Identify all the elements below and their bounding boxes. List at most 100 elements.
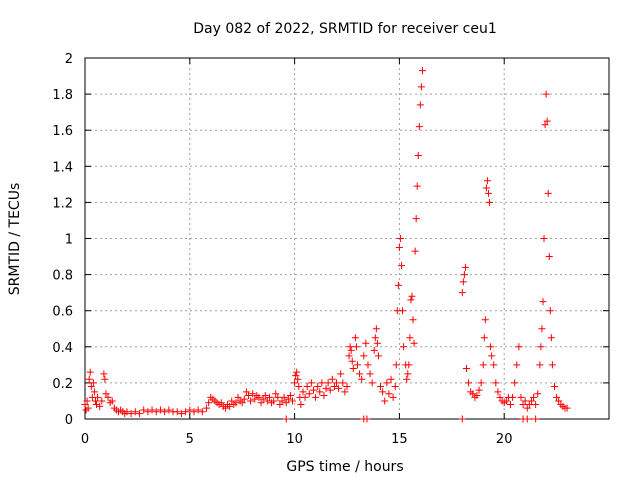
data-point (261, 392, 269, 400)
y-tick-label: 0 (65, 413, 73, 428)
data-point (544, 189, 552, 197)
data-point (396, 235, 404, 242)
data-point (94, 393, 102, 401)
data-point (251, 395, 259, 403)
data-point (385, 390, 393, 398)
data-point (462, 364, 470, 372)
data-point (391, 383, 399, 391)
y-tick-label: 0.2 (52, 377, 73, 392)
data-point (294, 375, 302, 383)
data-point (177, 410, 185, 418)
data-point (238, 399, 246, 407)
data-point (333, 379, 341, 387)
data-point-zero (458, 415, 466, 423)
data-point (135, 410, 143, 418)
data-point (547, 334, 555, 342)
data-point (346, 343, 354, 351)
y-tick-label: 1.2 (52, 196, 73, 211)
data-point (293, 368, 301, 376)
data-point (326, 386, 334, 394)
data-point (416, 101, 424, 109)
data-point (482, 184, 490, 192)
data-point (259, 395, 267, 403)
data-point (479, 361, 487, 369)
data-point (492, 379, 500, 387)
data-point (543, 117, 551, 125)
data-point (348, 357, 356, 365)
data-point (301, 393, 309, 401)
data-point (417, 83, 425, 91)
data-point (521, 397, 529, 405)
data-point (538, 325, 546, 333)
y-tick-label: 0.6 (52, 305, 73, 320)
data-point (131, 408, 139, 416)
data-point (494, 388, 502, 396)
chart-title: Day 082 of 2022, SRMTID for receiver ceu… (193, 21, 497, 37)
data-point (299, 388, 307, 396)
data-point (255, 393, 263, 401)
data-point (403, 375, 411, 383)
data-point (226, 402, 234, 410)
data-point (461, 263, 469, 271)
y-tick-label: 1.4 (52, 160, 73, 175)
data-point (217, 399, 225, 407)
x-tick-label: 5 (186, 432, 194, 447)
data-point (458, 289, 466, 297)
data-point (389, 393, 397, 401)
data-point-zero (523, 415, 531, 423)
data-point (345, 352, 353, 360)
data-point (316, 388, 324, 396)
data-point (320, 392, 328, 400)
data-point (242, 388, 250, 396)
data-point (221, 404, 229, 412)
data-point (404, 370, 412, 378)
data-point (477, 379, 485, 387)
data-point (90, 388, 98, 396)
data-point (511, 379, 519, 387)
data-point (295, 383, 303, 391)
data-point (392, 361, 400, 369)
data-point (194, 406, 202, 414)
data-point (411, 247, 419, 255)
x-axis-label: GPS time / hours (286, 459, 403, 475)
data-point (270, 397, 278, 405)
data-point (291, 379, 299, 387)
data-point (506, 401, 514, 409)
data-point (91, 397, 99, 405)
data-point (381, 397, 389, 405)
data-points (81, 67, 571, 423)
data-point (515, 343, 523, 351)
data-point (330, 383, 338, 391)
data-point (546, 307, 554, 315)
data-point (358, 375, 366, 383)
data-point (351, 334, 359, 342)
data-point (400, 343, 408, 351)
data-point (228, 397, 236, 405)
data-point (349, 364, 357, 372)
data-point (486, 198, 494, 206)
data-point (307, 379, 315, 387)
data-point (353, 361, 361, 369)
data-point (234, 393, 242, 401)
data-point (85, 375, 93, 383)
data-point (465, 379, 473, 387)
data-point (276, 401, 284, 409)
data-point-zero (532, 415, 540, 423)
data-point (324, 379, 332, 387)
data-point (232, 399, 240, 407)
data-point (539, 298, 547, 306)
data-point (534, 390, 542, 398)
data-point (282, 399, 290, 407)
data-point (395, 244, 403, 252)
data-point (173, 408, 181, 416)
y-tick-label: 1.8 (52, 88, 73, 103)
data-point-zero (282, 415, 290, 423)
data-point (519, 401, 527, 409)
data-point (86, 368, 94, 376)
data-point (414, 151, 422, 159)
data-point (407, 296, 415, 304)
data-point (93, 401, 101, 409)
data-point (257, 399, 265, 407)
x-tick-label: 20 (496, 432, 513, 447)
data-point (551, 383, 559, 391)
